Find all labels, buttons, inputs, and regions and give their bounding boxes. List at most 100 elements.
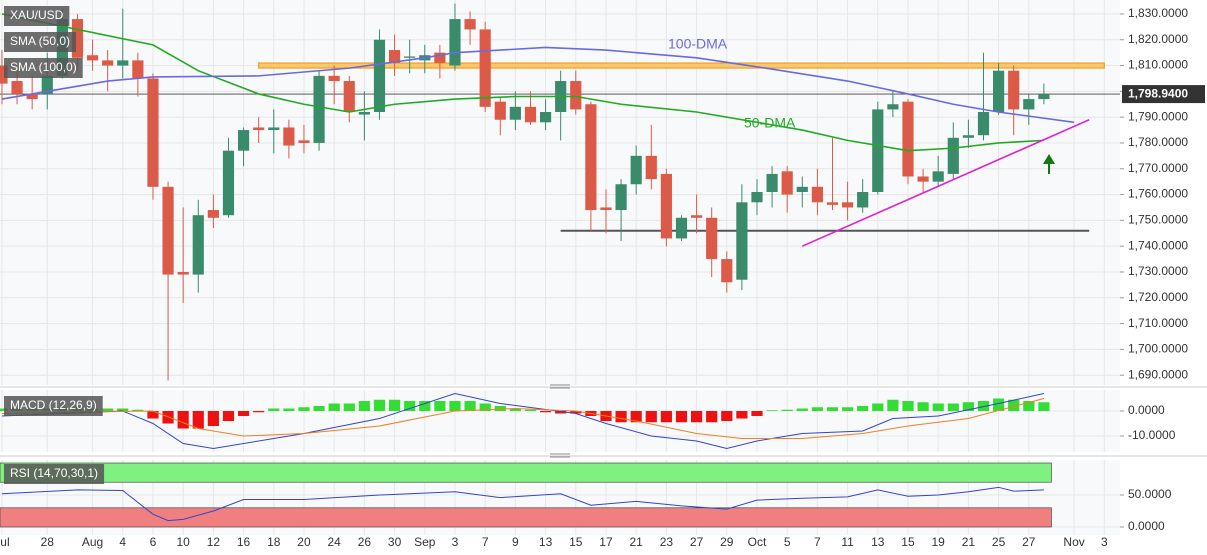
candle-body: [449, 19, 461, 66]
histogram-bar: [313, 406, 325, 411]
y-tick-label: 1,740.0000: [1128, 238, 1188, 252]
candle-body: [842, 202, 854, 208]
candle-body: [600, 207, 612, 211]
y-tick-label: 1,690.0000: [1128, 367, 1188, 381]
x-tick-label: 24: [327, 535, 341, 549]
histogram-bar: [842, 407, 854, 411]
x-tick-label: 15: [569, 535, 583, 549]
x-tick-label: 7: [814, 535, 821, 549]
x-tick-label: Nov: [1063, 535, 1084, 549]
x-tick-label: 21: [630, 535, 644, 549]
x-tick-label: 18: [267, 535, 281, 549]
line: [801, 118, 1090, 247]
x-tick-label: 16: [237, 535, 251, 549]
histogram-bar: [192, 411, 204, 429]
histogram-bar: [555, 411, 567, 414]
histogram-bar: [388, 399, 401, 411]
candle-body: [222, 150, 235, 216]
candle-body: [494, 101, 506, 120]
x-tick-label: 23: [660, 535, 674, 549]
histogram-bar: [237, 411, 250, 416]
up-arrow: [1043, 154, 1055, 174]
histogram-bar: [539, 411, 552, 413]
candle-body: [706, 217, 718, 260]
histogram-bar: [932, 403, 944, 411]
y-tick-label: 1,790.0000: [1128, 109, 1188, 123]
x-tick-label: 21: [962, 535, 976, 549]
candle-body: [328, 75, 340, 82]
y-tick-label: 1,820.0000: [1128, 32, 1188, 46]
histogram-bar: [283, 408, 295, 411]
candle-body: [509, 106, 521, 120]
resize-handle[interactable]: [550, 384, 570, 389]
candle-body: [690, 215, 703, 218]
histogram-bar: [328, 403, 340, 411]
y-tick-label: 0.0000: [1128, 403, 1165, 417]
y-tick-label: -10.0000: [1128, 428, 1176, 442]
histogram-bar: [736, 411, 748, 419]
candle-body: [434, 52, 446, 63]
histogram-bar: [434, 401, 446, 411]
histogram-bar: [117, 408, 129, 411]
x-tick-label: 6: [150, 535, 157, 549]
candle-body: [358, 111, 370, 115]
x-tick-label: 25: [992, 535, 1006, 549]
candle-body: [479, 29, 491, 107]
line: [1, 13, 1044, 152]
x-tick-label: Aug: [82, 535, 103, 549]
histogram-bar: [706, 411, 718, 423]
histogram-bar: [977, 401, 990, 411]
x-tick-label: 13: [539, 535, 553, 549]
candle-body: [71, 19, 84, 58]
histogram-bar: [479, 403, 491, 411]
candle-body: [887, 104, 899, 110]
candle-body: [902, 101, 914, 177]
candle-body: [26, 93, 38, 100]
candle-body: [147, 78, 159, 187]
candle-body: [524, 106, 537, 123]
candle-body: [917, 176, 929, 182]
candle-body: [388, 50, 401, 63]
histogram-bar: [1038, 402, 1050, 411]
x-tick-label: 5: [784, 535, 791, 549]
x-tick-label: 3: [452, 535, 459, 549]
candle-body: [796, 186, 808, 192]
histogram-bar: [766, 410, 778, 411]
legend-label: SMA (50,0): [10, 34, 70, 48]
histogram-bar: [630, 411, 642, 423]
legend-box: [4, 6, 70, 26]
histogram-bar: [132, 409, 144, 411]
x-tick-label: 28: [41, 535, 55, 549]
histogram-bar: [721, 411, 733, 421]
histogram-bar: [509, 408, 521, 411]
resize-handle[interactable]: [550, 453, 570, 458]
candle-body: [977, 111, 990, 136]
y-tick-label: 1,770.0000: [1128, 161, 1188, 175]
candle-body: [117, 60, 129, 66]
y-tick-label: 1,720.0000: [1128, 290, 1188, 304]
candle-body: [615, 184, 627, 211]
candle-body: [766, 173, 778, 192]
x-tick-label: 19: [932, 535, 946, 549]
candle-body: [1008, 70, 1020, 110]
y-tick-label: 1,830.0000: [1128, 6, 1188, 20]
band: [0, 507, 1052, 528]
y-tick-label: 1,810.0000: [1128, 58, 1188, 72]
candle-body: [177, 271, 189, 275]
candle-body: [207, 210, 219, 218]
x-tick-label: 11: [841, 535, 854, 549]
histogram-bar: [796, 408, 808, 411]
candle-body: [1038, 94, 1050, 100]
candle-body: [585, 104, 597, 211]
histogram-bar: [811, 407, 823, 411]
legend-box: [4, 32, 77, 52]
y-tick-label: 1,710.0000: [1128, 316, 1188, 330]
candle-body: [570, 81, 582, 110]
y-tick-label: 0.0000: [1128, 519, 1165, 533]
candle-body: [660, 173, 672, 239]
histogram-bar: [947, 403, 959, 411]
candle-body: [102, 60, 114, 66]
x-tick-label: 26: [358, 535, 372, 549]
candle-body: [373, 39, 386, 112]
